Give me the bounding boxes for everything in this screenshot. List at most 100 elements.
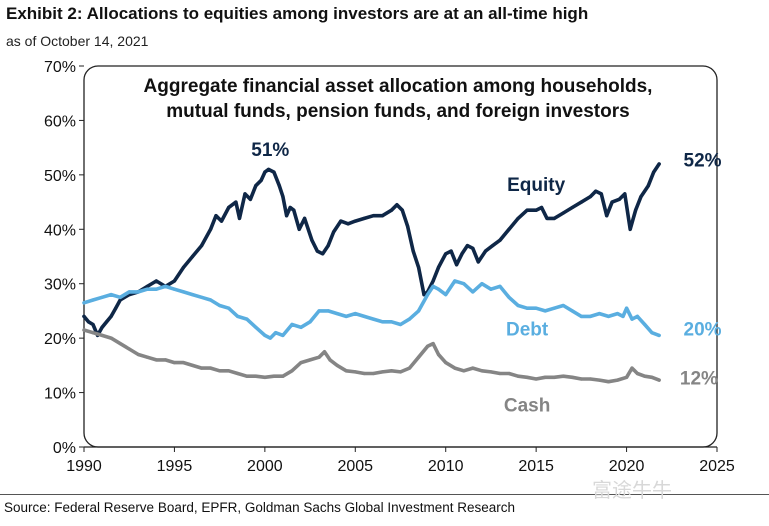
data-point-debt (606, 314, 611, 318)
data-point-cash (471, 366, 475, 370)
data-point-equity (431, 279, 435, 283)
data-point-debt (471, 290, 475, 294)
data-point-debt (630, 317, 634, 321)
data-point-cash (417, 355, 421, 359)
data-point-debt (516, 303, 520, 308)
data-point-cash (299, 361, 303, 365)
data-point-equity (395, 203, 399, 207)
y-tick-label: 60% (44, 113, 76, 130)
data-point-cash (543, 375, 547, 379)
data-point-equity (605, 214, 609, 218)
data-point-cash (525, 375, 529, 379)
data-point-cash (588, 377, 593, 381)
data-point-debt (335, 312, 339, 316)
data-point-cash (136, 352, 140, 357)
data-point-equity (491, 244, 495, 248)
data-point-equity (371, 214, 375, 218)
data-point-cash (353, 370, 357, 374)
data-point-equity (209, 227, 213, 231)
exhibit-subtitle: as of October 14, 2021 (6, 33, 149, 49)
x-tick-label: 2015 (518, 458, 554, 475)
data-point-cash (615, 378, 620, 382)
data-point-debt (621, 314, 625, 318)
data-point-equity (422, 293, 426, 297)
data-point-cash (272, 374, 276, 378)
data-point-debt (145, 287, 149, 291)
data-point-cash (561, 374, 565, 378)
data-point-debt (254, 325, 258, 329)
data-point-debt (136, 290, 140, 294)
data-point-debt (200, 295, 204, 299)
data-point-equity (353, 219, 357, 223)
data-point-cash (371, 371, 375, 376)
data-point-equity (91, 322, 95, 327)
x-tick-label: 2010 (428, 458, 464, 475)
data-point-equity (525, 208, 529, 212)
data-point-equity (227, 205, 231, 210)
data-point-cash (163, 358, 167, 362)
data-point-debt (371, 317, 375, 321)
data-point-debt (657, 333, 661, 337)
data-point-cash (344, 369, 348, 373)
data-point-equity (266, 167, 271, 171)
annotation-label: 51% (251, 140, 289, 161)
data-point-equity (346, 222, 350, 226)
data-point-debt (597, 312, 602, 316)
x-tick-label: 2020 (609, 458, 645, 475)
data-point-equity (545, 216, 549, 220)
data-point-debt (436, 287, 441, 291)
data-point-equity (259, 178, 263, 182)
data-point-cash (480, 369, 484, 373)
y-tick-label: 30% (44, 277, 76, 294)
data-point-cash (328, 358, 332, 362)
annotation-label: Equity (507, 175, 565, 196)
annotation-label: 12% (680, 368, 718, 389)
data-point-cash (82, 328, 86, 332)
data-point-debt (82, 301, 86, 305)
data-point-cash (426, 344, 430, 348)
data-point-equity (277, 184, 281, 188)
data-point-equity (628, 227, 632, 231)
y-tick-label: 0% (53, 440, 76, 457)
data-point-equity (610, 200, 614, 204)
source-note: Source: Federal Reserve Board, EPFR, Gol… (4, 500, 515, 515)
data-point-equity (190, 254, 195, 259)
data-point-equity (380, 214, 384, 218)
data-point-cash (322, 350, 327, 354)
data-point-debt (431, 284, 435, 288)
data-point-cash (145, 355, 149, 359)
y-tick-label: 70% (44, 59, 76, 76)
data-point-cash (635, 371, 640, 376)
data-point-equity (652, 170, 656, 174)
data-point-debt (462, 282, 466, 286)
data-point-equity (263, 170, 267, 174)
data-point-cash (534, 377, 538, 381)
data-point-cash (489, 370, 493, 374)
data-point-debt (507, 295, 511, 299)
data-point-equity (254, 184, 258, 188)
data-point-cash (181, 361, 186, 365)
data-point-equity (417, 265, 421, 269)
data-point-equity (297, 227, 301, 231)
y-tick-label: 40% (44, 222, 76, 239)
series-line-cash (82, 328, 661, 384)
data-point-debt (453, 279, 457, 283)
chart-title-line: mutual funds, pension funds, and foreign… (166, 101, 629, 122)
data-point-cash (436, 352, 441, 357)
data-point-debt (118, 295, 122, 299)
data-point-equity (471, 246, 475, 250)
data-point-equity (476, 260, 480, 264)
data-point-debt (190, 293, 195, 297)
data-point-cash (227, 369, 231, 373)
data-point-debt (489, 287, 493, 291)
exhibit-title: Exhibit 2: Allocations to equities among… (6, 4, 589, 23)
data-point-cash (444, 361, 448, 365)
data-point-equity (181, 265, 186, 269)
data-point-equity (552, 216, 556, 220)
data-point-debt (552, 306, 556, 310)
data-point-equity (436, 265, 441, 269)
data-point-equity (444, 252, 448, 256)
data-point-cash (127, 347, 131, 351)
data-point-cash (630, 366, 634, 370)
